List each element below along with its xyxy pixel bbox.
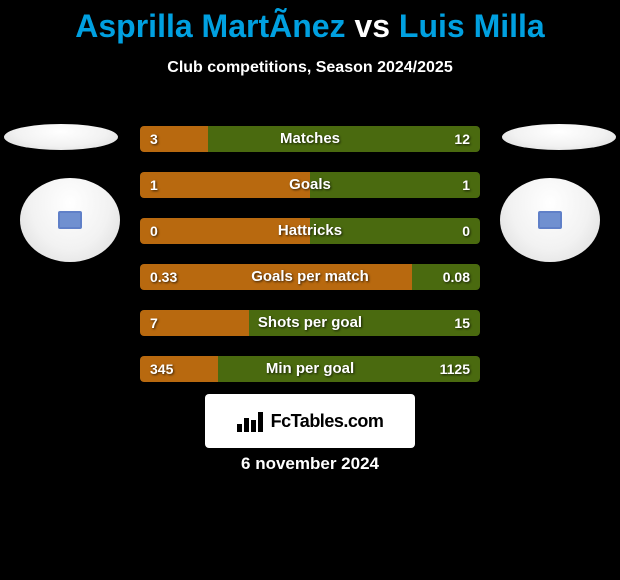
brand-text: FcTables.com	[271, 411, 384, 432]
stat-row: 3451125Min per goal	[140, 356, 480, 382]
stat-segment-right	[218, 356, 480, 382]
stat-segment-left	[140, 172, 310, 198]
player2-ellipse	[502, 124, 616, 150]
brand-bars-icon	[237, 410, 265, 432]
player2-circle	[500, 178, 600, 262]
stat-row: 0.330.08Goals per match	[140, 264, 480, 290]
stat-segment-left	[140, 126, 208, 152]
stat-segment-left	[140, 310, 249, 336]
stat-segment-left	[140, 264, 412, 290]
player1-badge-icon	[58, 211, 82, 229]
stat-segment-right	[208, 126, 480, 152]
player1-name: Asprilla MartÃ­nez	[75, 8, 345, 44]
stat-segment-right	[249, 310, 480, 336]
vs-separator: vs	[354, 8, 390, 44]
stat-row: 715Shots per goal	[140, 310, 480, 336]
player2-name: Luis Milla	[399, 8, 545, 44]
stats-bars-container: 312Matches 11Goals 00Hattricks 0.330.08Goal…	[140, 126, 480, 402]
player1-ellipse	[4, 124, 118, 150]
stat-segment-right	[310, 218, 480, 244]
stat-segment-left	[140, 218, 310, 244]
stat-row: 00Hattricks	[140, 218, 480, 244]
page-title: Asprilla MartÃ­nez vs Luis Milla	[0, 0, 620, 45]
footer-brand-badge: FcTables.com	[205, 394, 415, 448]
player1-circle	[20, 178, 120, 262]
stat-segment-right	[412, 264, 480, 290]
stat-row: 11Goals	[140, 172, 480, 198]
subtitle: Club competitions, Season 2024/2025	[0, 59, 620, 77]
stat-segment-right	[310, 172, 480, 198]
player2-badge-icon	[538, 211, 562, 229]
stat-segment-left	[140, 356, 218, 382]
date-text: 6 november 2024	[0, 454, 620, 474]
stat-row: 312Matches	[140, 126, 480, 152]
